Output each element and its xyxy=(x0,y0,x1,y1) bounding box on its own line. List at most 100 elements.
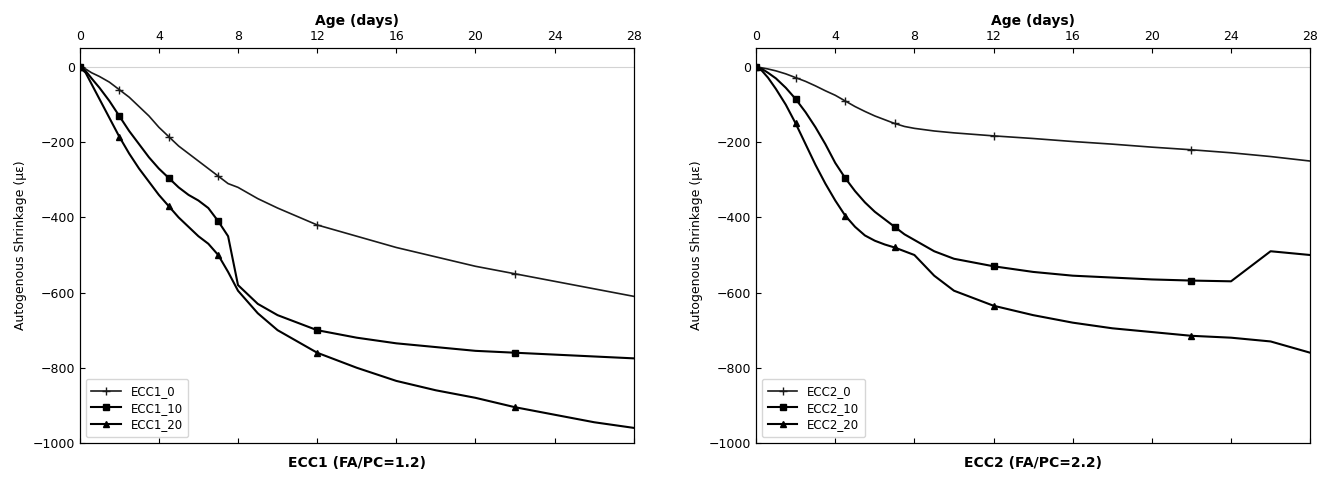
ECC2_20 xyxy=(1263,338,1279,344)
ECC2_0 xyxy=(896,123,912,129)
ECC2_0 xyxy=(1144,144,1160,150)
ECC1_0 xyxy=(72,64,88,70)
ECC2_20 xyxy=(896,248,912,254)
ECC1_20 xyxy=(101,115,117,121)
X-axis label: ECC1 (FA/PC=1.2): ECC1 (FA/PC=1.2) xyxy=(288,456,426,470)
ECC1_0 xyxy=(250,196,266,201)
ECC2_0 xyxy=(767,68,783,74)
ECC2_10 xyxy=(1183,278,1199,284)
ECC2_0 xyxy=(1263,153,1279,159)
ECC2_10 xyxy=(761,70,777,76)
ECC2_0 xyxy=(749,64,765,70)
ECC2_20 xyxy=(761,75,777,80)
ECC2_10 xyxy=(787,96,803,102)
Line: ECC2_10: ECC2_10 xyxy=(754,64,1313,284)
ECC2_0 xyxy=(906,125,922,131)
ECC1_20 xyxy=(389,378,405,384)
ECC2_0 xyxy=(887,121,903,126)
ECC1_20 xyxy=(181,224,197,230)
ECC2_20 xyxy=(847,224,863,230)
ECC1_0 xyxy=(92,74,108,79)
ECC1_20 xyxy=(170,214,186,220)
ECC1_0 xyxy=(77,66,93,72)
ECC1_20 xyxy=(546,412,562,418)
ECC1_10 xyxy=(200,205,216,211)
ECC2_20 xyxy=(767,86,783,92)
ECC2_0 xyxy=(1223,150,1239,156)
ECC2_10 xyxy=(896,231,912,237)
ECC2_10 xyxy=(876,216,892,222)
ECC1_20 xyxy=(190,233,206,239)
ECC1_10 xyxy=(72,64,88,70)
ECC1_10 xyxy=(389,340,405,346)
ECC1_20 xyxy=(269,327,285,333)
ECC1_20 xyxy=(507,404,523,410)
ECC2_10 xyxy=(847,188,863,194)
ECC2_20 xyxy=(946,288,962,294)
ECC2_0 xyxy=(946,130,962,136)
ECC2_20 xyxy=(778,102,794,107)
ECC2_10 xyxy=(1263,248,1279,254)
ECC2_0 xyxy=(1026,136,1042,141)
ECC2_20 xyxy=(1303,350,1319,356)
ECC2_0 xyxy=(847,104,863,109)
ECC1_10 xyxy=(101,98,117,104)
ECC1_20 xyxy=(72,64,88,70)
ECC1_0 xyxy=(626,293,642,299)
ECC1_10 xyxy=(428,344,444,350)
ECC1_0 xyxy=(349,233,365,239)
ECC1_10 xyxy=(269,312,285,318)
ECC2_20 xyxy=(876,242,892,247)
ECC2_0 xyxy=(798,78,814,84)
ECC2_20 xyxy=(827,197,843,203)
ECC2_10 xyxy=(1064,273,1080,279)
ECC2_0 xyxy=(1303,158,1319,164)
ECC1_20 xyxy=(200,241,216,247)
ECC1_0 xyxy=(190,158,206,164)
ECC2_0 xyxy=(807,83,823,89)
ECC1_20 xyxy=(151,192,166,198)
ECC2_20 xyxy=(1223,335,1239,341)
ECC2_10 xyxy=(749,64,765,70)
ECC1_20 xyxy=(250,310,266,316)
ECC2_10 xyxy=(1303,252,1319,258)
ECC2_0 xyxy=(787,75,803,80)
ECC1_20 xyxy=(428,387,444,393)
ECC1_0 xyxy=(389,244,405,250)
ECC2_10 xyxy=(754,66,770,72)
ECC2_10 xyxy=(767,76,783,81)
ECC2_0 xyxy=(836,98,852,104)
X-axis label: Age (days): Age (days) xyxy=(314,14,398,28)
Y-axis label: Autogenous Shrinkage (με): Autogenous Shrinkage (με) xyxy=(13,161,27,331)
ECC1_0 xyxy=(170,143,186,149)
Y-axis label: Autogenous Shrinkage (με): Autogenous Shrinkage (με) xyxy=(690,161,703,331)
ECC2_10 xyxy=(778,85,794,91)
ECC1_20 xyxy=(230,288,246,294)
ECC1_0 xyxy=(309,222,325,228)
ECC1_10 xyxy=(468,348,484,354)
X-axis label: Age (days): Age (days) xyxy=(991,14,1075,28)
ECC2_20 xyxy=(1183,333,1199,339)
ECC2_0 xyxy=(1183,147,1199,152)
ECC2_0 xyxy=(986,133,1002,139)
ECC2_20 xyxy=(1104,325,1120,331)
Line: ECC1_10: ECC1_10 xyxy=(77,64,637,361)
ECC1_10 xyxy=(92,85,108,91)
ECC1_10 xyxy=(309,327,325,333)
ECC2_20 xyxy=(818,181,834,186)
ECC1_10 xyxy=(190,197,206,203)
X-axis label: ECC2 (FA/PC=2.2): ECC2 (FA/PC=2.2) xyxy=(964,456,1102,470)
ECC1_0 xyxy=(151,124,166,130)
ECC2_10 xyxy=(856,199,872,205)
Legend: ECC1_0, ECC1_10, ECC1_20: ECC1_0, ECC1_10, ECC1_20 xyxy=(85,379,188,437)
ECC2_0 xyxy=(1104,141,1120,147)
ECC2_10 xyxy=(1144,276,1160,282)
ECC2_0 xyxy=(754,65,770,71)
ECC1_0 xyxy=(507,271,523,277)
ECC1_10 xyxy=(121,128,137,134)
ECC2_10 xyxy=(818,141,834,147)
Line: ECC1_0: ECC1_0 xyxy=(76,63,638,301)
ECC1_0 xyxy=(586,286,602,292)
ECC1_0 xyxy=(428,254,444,260)
ECC1_0 xyxy=(131,104,147,109)
